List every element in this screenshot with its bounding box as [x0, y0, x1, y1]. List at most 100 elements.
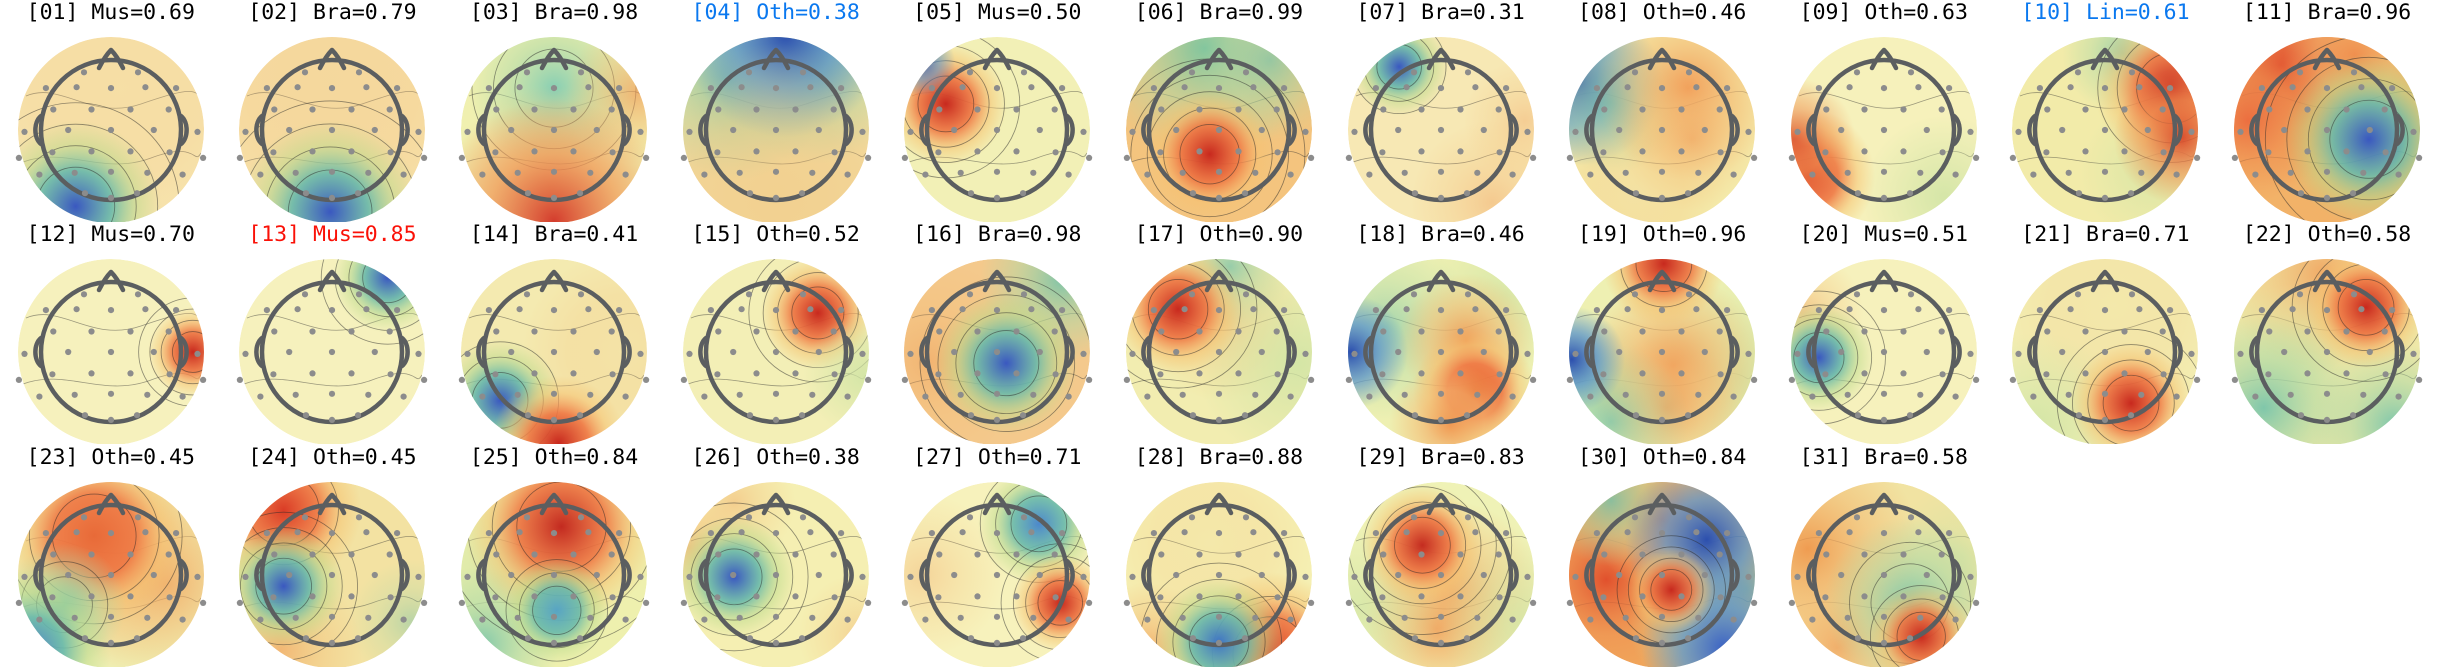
ear-left [1805, 336, 1817, 369]
component-label: [24] Oth=0.45 [248, 444, 417, 470]
nose-outline [1426, 47, 1455, 71]
ica-component-cell[interactable]: [15] Oth=0.52 [665, 222, 887, 445]
sensor-dots [902, 291, 1093, 424]
component-label: [21] Bra=0.71 [2021, 222, 2190, 248]
topomap [680, 37, 871, 222]
nose-outline [983, 47, 1012, 71]
ear-left [2027, 113, 2038, 147]
component-label: [29] Bra=0.83 [1356, 444, 1525, 470]
ear-right [2394, 336, 2405, 369]
ica-component-cell[interactable]: [22] Oth=0.58 [2216, 222, 2438, 445]
ica-component-cell[interactable]: [09] Oth=0.63 [1773, 0, 1995, 222]
component-label: [13] Mus=0.85 [248, 222, 417, 248]
topomap [237, 481, 428, 667]
nose-outline [1426, 492, 1455, 515]
topomap [2231, 259, 2423, 445]
sensor-dots [2010, 291, 2201, 424]
sensor-dots [1345, 291, 1536, 424]
ear-left [1141, 336, 1152, 369]
ica-component-cell[interactable]: [01] Mus=0.69 [0, 0, 222, 222]
sensor-dots [237, 291, 428, 424]
topomap [902, 37, 1093, 222]
topomap [1788, 481, 1980, 667]
topomap [2231, 37, 2423, 222]
ica-component-cell[interactable]: [04] Oth=0.38 [665, 0, 887, 222]
component-label: [28] Bra=0.88 [1134, 444, 1304, 470]
topomap [1345, 259, 1536, 445]
ear-left [919, 336, 930, 369]
nose-outline [1647, 492, 1677, 515]
ica-component-cell[interactable]: [18] Bra=0.46 [1330, 222, 1552, 445]
ica-component-cell[interactable]: [06] Bra=0.99 [1108, 0, 1330, 222]
sensor-dots [1566, 291, 1758, 424]
sensor-dots [1123, 513, 1315, 646]
ica-component-cell[interactable]: [29] Bra=0.83 [1330, 445, 1552, 667]
ear-left [1362, 113, 1373, 147]
component-label: [31] Bra=0.58 [1799, 444, 1968, 470]
ica-component-cell[interactable]: [02] Bra=0.79 [222, 0, 444, 222]
ear-left [697, 336, 708, 369]
ica-component-cell[interactable]: [30] Oth=0.84 [1551, 445, 1773, 667]
ica-component-cell[interactable]: [24] Oth=0.45 [222, 445, 444, 667]
topomap [15, 37, 207, 222]
ica-component-cell[interactable]: [20] Mus=0.51 [1773, 222, 1995, 445]
sensor-dots [1123, 291, 1315, 424]
sensor-dots [1345, 513, 1536, 646]
nose-outline [2312, 47, 2342, 71]
component-label: [15] Oth=0.52 [691, 222, 860, 248]
ica-component-cell[interactable]: [11] Bra=0.96 [2216, 0, 2438, 222]
topomap [902, 259, 1093, 445]
topomap [1345, 37, 1536, 222]
ica-component-cell[interactable]: [13] Mus=0.85 [222, 222, 444, 445]
component-label: [02] Bra=0.79 [248, 0, 417, 25]
ica-component-cell[interactable]: [05] Mus=0.50 [887, 0, 1109, 222]
ica-component-cell[interactable]: [03] Bra=0.98 [443, 0, 665, 222]
ica-component-cell[interactable]: [08] Oth=0.46 [1551, 0, 1773, 222]
nose-outline [761, 47, 790, 71]
ear-left [32, 336, 44, 369]
ear-right [1951, 113, 1962, 147]
nose-outline [2091, 47, 2120, 71]
topomap [458, 259, 650, 445]
component-label: [26] Oth=0.38 [691, 444, 860, 470]
ica-component-cell[interactable]: [19] Oth=0.96 [1551, 222, 1773, 445]
ica-component-cell[interactable]: [16] Bra=0.98 [887, 222, 1109, 445]
ica-component-cell[interactable]: [12] Mus=0.70 [0, 222, 222, 445]
sensor-dots [2231, 69, 2423, 201]
nose-outline [2091, 270, 2120, 293]
topomap [1788, 37, 1980, 222]
ear-left [919, 558, 930, 591]
component-label: [01] Mus=0.69 [26, 0, 195, 25]
ica-component-cell[interactable]: [28] Bra=0.88 [1108, 445, 1330, 667]
ear-left [32, 113, 44, 147]
ear-right [2173, 113, 2184, 147]
ica-component-cell[interactable]: [27] Oth=0.71 [887, 445, 1109, 667]
nose-outline [1869, 47, 1899, 71]
ica-component-cell[interactable]: [31] Bra=0.58 [1773, 445, 1995, 667]
sensor-dots [1123, 69, 1315, 201]
component-label: [04] Oth=0.38 [691, 0, 860, 25]
nose-outline [96, 492, 126, 515]
ica-component-cell[interactable]: [17] Oth=0.90 [1108, 222, 1330, 445]
sensor-dots [1788, 69, 1980, 201]
topomap [458, 37, 650, 222]
ica-component-cell[interactable]: [07] Bra=0.31 [1330, 0, 1552, 222]
ear-left [2027, 336, 2038, 369]
ica-component-cell[interactable]: [10] Lin=0.61 [1995, 0, 2217, 222]
nose-outline [96, 47, 126, 71]
ica-component-cell[interactable]: [23] Oth=0.45 [0, 445, 222, 667]
nose-outline [1869, 270, 1899, 293]
ica-component-cell[interactable]: [25] Oth=0.84 [443, 445, 665, 667]
topomap [2010, 259, 2201, 445]
nose-outline [983, 270, 1012, 293]
ear-left [2249, 113, 2260, 147]
topomap [1123, 259, 1315, 445]
topomap [1345, 481, 1536, 667]
ica-component-cell[interactable]: [21] Bra=0.71 [1995, 222, 2217, 445]
topomap [458, 481, 650, 667]
ica-component-cell[interactable]: [26] Oth=0.38 [665, 445, 887, 667]
sensor-dots [458, 69, 650, 201]
ica-component-cell[interactable]: [14] Bra=0.41 [443, 222, 665, 445]
sensor-dots [902, 69, 1093, 201]
